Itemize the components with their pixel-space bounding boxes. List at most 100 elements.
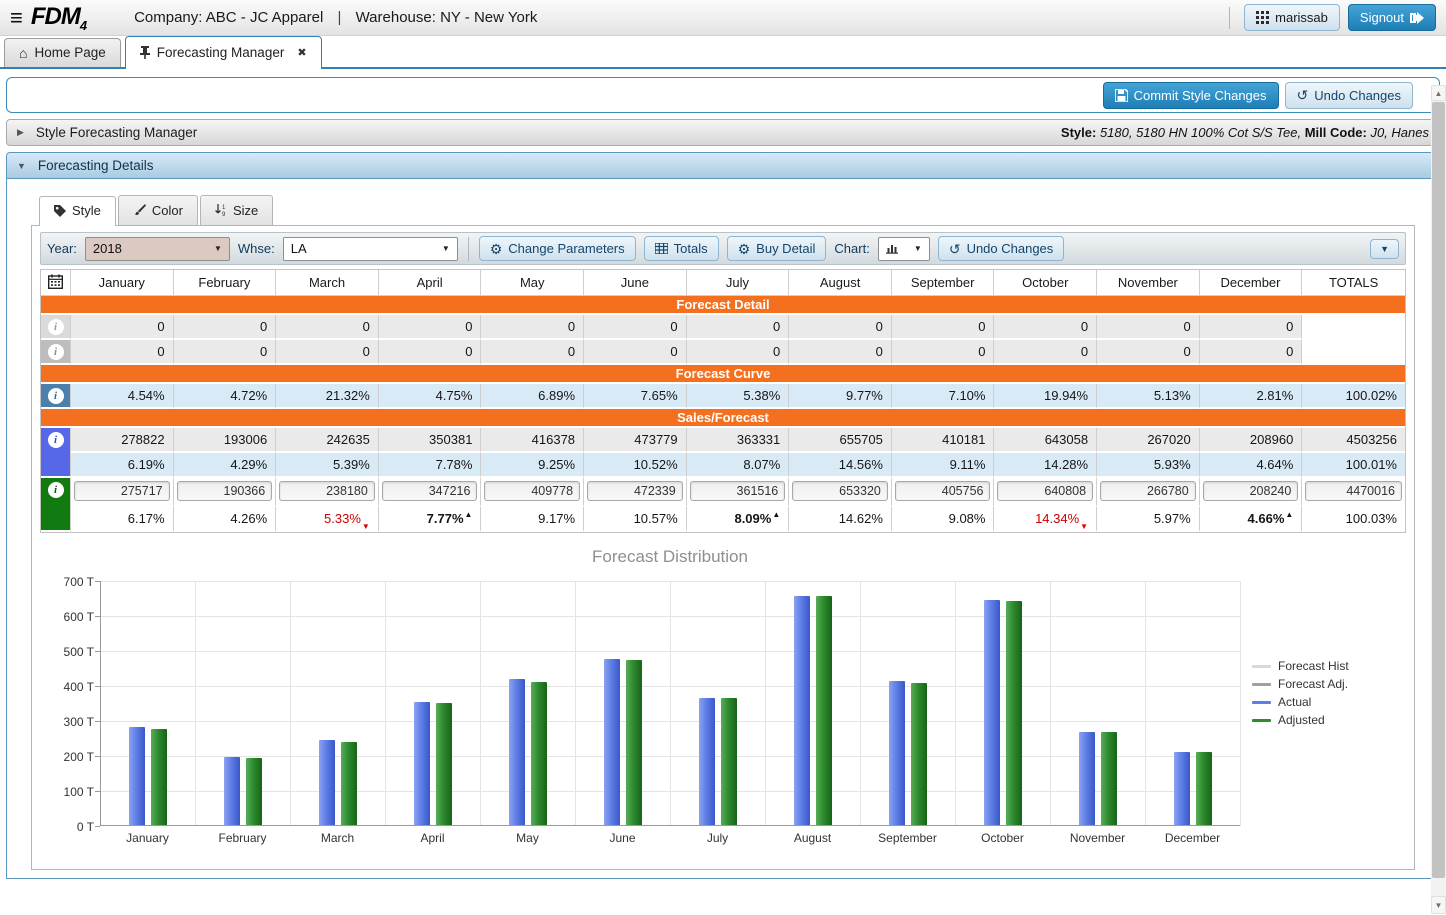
info-icon[interactable]: i: [48, 482, 64, 498]
adjusted-forecast-input[interactable]: [74, 481, 170, 501]
adjusted-forecast-input[interactable]: [690, 481, 786, 501]
info-icon[interactable]: i: [48, 319, 64, 335]
vertical-scrollbar[interactable]: ▲ ▼: [1431, 85, 1446, 914]
adjusted-forecast-input[interactable]: [177, 481, 273, 501]
year-label: Year:: [47, 241, 77, 256]
bar-actual-february: [224, 757, 240, 825]
adjusted-forecast-input[interactable]: [484, 481, 580, 501]
style-tab-panel: Year: 2018 ▼ Whse: LA ▼ ⚙ Change Paramet…: [31, 225, 1415, 870]
adjusted-forecast-input[interactable]: [1305, 481, 1402, 501]
data-cell: 193006: [174, 428, 277, 453]
gridline-vertical: [1145, 581, 1146, 826]
main-tab-bar: ⌂ Home Page Forecasting Manager ✖: [0, 36, 1446, 69]
data-cell: [789, 478, 892, 507]
data-cell: 7.78%: [379, 453, 482, 478]
table-row: i000000000000: [41, 340, 1405, 365]
adjusted-forecast-input[interactable]: [279, 481, 375, 501]
data-cell: 267020: [1097, 428, 1200, 453]
adjusted-forecast-input[interactable]: [1203, 481, 1299, 501]
buy-detail-label: Buy Detail: [756, 241, 815, 256]
warehouse-select[interactable]: LA ▼: [283, 237, 458, 261]
info-icon[interactable]: i: [48, 432, 64, 448]
style-forecasting-manager-bar[interactable]: ▶ Style Forecasting Manager Style: 5180,…: [6, 119, 1440, 146]
collapse-arrow-icon[interactable]: ▼: [17, 161, 26, 171]
column-header-march: March: [276, 270, 379, 296]
legend-item-forecast-hist[interactable]: Forecast Hist: [1252, 659, 1349, 673]
data-cell: 0: [892, 315, 995, 340]
data-cell: [481, 478, 584, 507]
column-header-december: December: [1200, 270, 1303, 296]
legend-item-adjusted[interactable]: Adjusted: [1252, 713, 1349, 727]
undo-changes-button[interactable]: ↺ Undo Changes: [1285, 82, 1413, 109]
data-cell: 4.72%: [174, 384, 277, 409]
totals-button[interactable]: Totals: [644, 236, 719, 261]
toolbar-overflow-button[interactable]: ▼: [1370, 239, 1399, 259]
change-parameters-label: Change Parameters: [508, 241, 624, 256]
year-select[interactable]: 2018 ▼: [85, 237, 230, 261]
info-icon[interactable]: i: [48, 344, 64, 360]
svg-text:9: 9: [222, 212, 226, 217]
user-menu-button[interactable]: marissab: [1244, 4, 1340, 31]
close-tab-icon[interactable]: ✖: [297, 46, 306, 59]
toolbar-undo-changes-button[interactable]: ↺ Undo Changes: [938, 236, 1064, 261]
tab-color-label: Color: [152, 203, 183, 218]
signout-button[interactable]: Signout: [1348, 4, 1436, 31]
bar-adjusted-july: [721, 698, 737, 825]
scroll-up-icon[interactable]: ▲: [1431, 85, 1446, 101]
section-row: Sales/Forecast: [41, 409, 1405, 428]
tab-home-page[interactable]: ⌂ Home Page: [4, 38, 121, 67]
data-cell: 4503256: [1302, 428, 1405, 453]
menu-icon[interactable]: ≡: [10, 5, 23, 31]
column-header-august: August: [789, 270, 892, 296]
tab-forecasting-manager[interactable]: Forecasting Manager ✖: [125, 36, 322, 69]
y-axis-tick-label: 700 T: [42, 575, 94, 589]
bar-actual-december: [1174, 752, 1190, 825]
forecasting-details-bar[interactable]: ▼ Forecasting Details: [6, 152, 1440, 179]
scrollbar-thumb[interactable]: [1432, 102, 1445, 878]
x-axis-label-october: October: [955, 831, 1051, 845]
table-row: i: [41, 478, 1405, 507]
gridline-vertical: [385, 581, 386, 826]
tab-color[interactable]: Color: [118, 195, 198, 225]
context-separator: |: [338, 9, 342, 26]
chart-type-select[interactable]: ▼: [878, 237, 930, 261]
apps-grid-icon: [1256, 11, 1269, 24]
trend-value: 7.77%▲: [427, 511, 473, 526]
app-logo: FDM4: [31, 3, 86, 33]
chevron-down-icon: ▼: [442, 244, 450, 253]
table-row: i278822193006242635350381416378473779363…: [41, 428, 1405, 453]
gear-icon: ⚙: [738, 242, 751, 256]
data-cell: [1097, 478, 1200, 507]
chart-title: Forecast Distribution: [100, 547, 1240, 567]
scroll-down-icon[interactable]: ▼: [1431, 896, 1446, 914]
bar-adjusted-march: [341, 742, 357, 825]
legend-item-forecast-adj-[interactable]: Forecast Adj.: [1252, 677, 1349, 691]
adjusted-forecast-input[interactable]: [997, 481, 1093, 501]
data-cell: 14.28%: [994, 453, 1097, 478]
info-icon[interactable]: i: [48, 388, 64, 404]
data-cell: 655705: [789, 428, 892, 453]
data-cell: 0: [584, 315, 687, 340]
data-cell: [276, 478, 379, 507]
buy-detail-button[interactable]: ⚙ Buy Detail: [727, 236, 827, 261]
adjusted-forecast-input[interactable]: [895, 481, 991, 501]
action-strip: Commit Style Changes ↺ Undo Changes: [6, 77, 1440, 113]
change-parameters-button[interactable]: ⚙ Change Parameters: [479, 236, 636, 261]
tab-size[interactable]: 19 Size: [200, 195, 273, 225]
adjusted-forecast-input[interactable]: [1100, 481, 1196, 501]
adjusted-forecast-input[interactable]: [587, 481, 683, 501]
table-row: 6.17%4.26%5.33%▼7.77%▲9.17%10.57%8.09%▲1…: [41, 507, 1405, 532]
commit-style-changes-button[interactable]: Commit Style Changes: [1103, 82, 1279, 109]
table-row: i4.54%4.72%21.32%4.75%6.89%7.65%5.38%9.7…: [41, 384, 1405, 409]
expand-arrow-icon[interactable]: ▶: [17, 127, 24, 138]
trend-value: 4.66%▲: [1248, 511, 1294, 526]
gear-icon: ⚙: [490, 242, 503, 256]
data-cell: 0: [1097, 340, 1200, 365]
adjusted-forecast-input[interactable]: [792, 481, 888, 501]
adjusted-forecast-input[interactable]: [382, 481, 478, 501]
legend-item-actual[interactable]: Actual: [1252, 695, 1349, 709]
tab-style[interactable]: Style: [39, 196, 116, 226]
data-cell: 350381: [379, 428, 482, 453]
data-cell: 0: [687, 315, 790, 340]
data-cell: 14.62%: [789, 507, 892, 532]
